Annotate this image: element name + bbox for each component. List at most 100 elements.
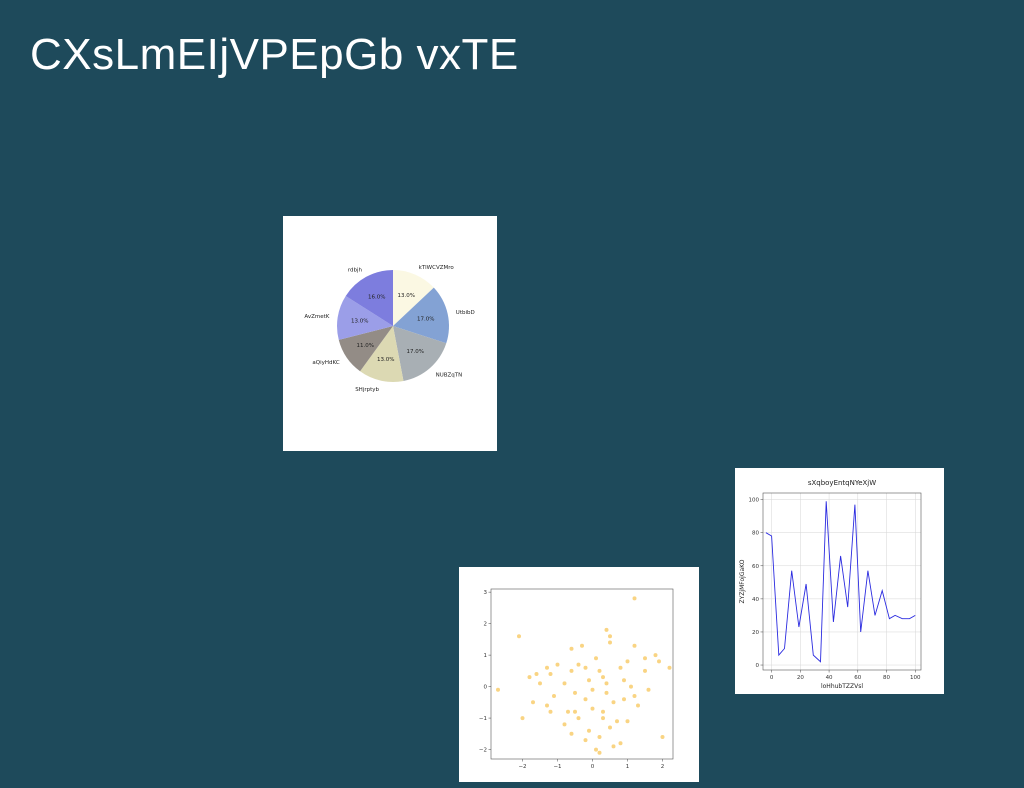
pie-percent-label: 17.0% (417, 317, 434, 323)
pie-percent-label: 13.0% (377, 357, 394, 363)
pie-slice-label: AvZmetK (304, 314, 329, 320)
pie-slice (336, 295, 393, 340)
pie-chart: kTlWCVZMro 13.0% UtbibD 17.0% NUBZqTN 17.0% SH… (304, 265, 474, 393)
scatter-point (622, 697, 626, 702)
line-y-tick-label: 20 (752, 630, 759, 636)
scatter-x-tick-label: 0 (591, 764, 595, 770)
scatter-point (548, 709, 553, 714)
scatter-point (615, 719, 619, 724)
scatter-y-tick-label: 3 (484, 590, 488, 596)
scatter-point (580, 643, 584, 648)
pie-slice-label: rdbjh (348, 268, 363, 274)
scatter-point (597, 735, 602, 739)
scatter-x-tick-label: 1 (626, 764, 630, 770)
scatter-point (597, 668, 602, 673)
pie-slice-label: aQiyHdKC (312, 360, 339, 366)
slide-title: CXsLmEIjVPEpGb vxTE (30, 30, 519, 79)
line-chart-card[interactable]: 0 20 40 60 80 100 0 20 40 60 80 100 sXqboyEntqNYeXjW… (735, 468, 944, 694)
pie-percent-label: 17.0% (406, 349, 423, 355)
scatter-point (552, 694, 556, 698)
scatter-point (569, 731, 574, 736)
scatter-point (548, 672, 553, 676)
scatter-point (604, 681, 609, 686)
scatter-chart-card[interactable]: −2 −1 0 1 2 −2 −1 0 1 2 3 (459, 567, 699, 782)
scatter-point (555, 662, 560, 667)
scatter-point (531, 700, 535, 705)
scatter-point (527, 675, 532, 680)
line-x-tick-label: 20 (797, 675, 804, 681)
scatter-point (576, 716, 581, 721)
line-x-tick-label: 60 (854, 675, 861, 681)
scatter-point (604, 690, 609, 695)
line-chart: 0 20 40 60 80 100 0 20 40 60 80 100 sXqboyEntqNYeXjW… (739, 479, 922, 690)
pie-slice (393, 287, 449, 344)
scatter-point (569, 646, 574, 651)
scatter-point (632, 596, 637, 601)
scatter-point (618, 741, 623, 746)
scatter-point (583, 738, 588, 743)
scatter-point (583, 697, 588, 702)
scatter-point (545, 665, 549, 670)
pie-chart-card[interactable]: kTlWCVZMro 13.0% UtbibD 17.0% NUBZqTN 17.0% SH… (283, 216, 497, 451)
scatter-point (520, 716, 525, 721)
scatter-point (534, 672, 539, 676)
pie-slice-label: kTlWCVZMro (419, 265, 455, 271)
scatter-y-tick-label: −2 (479, 748, 487, 754)
line-y-tick-label: 40 (752, 597, 759, 603)
line-chart-title: sXqboyEntqNYeXjW (808, 479, 876, 487)
pie-slice-label: NUBZqTN (436, 372, 463, 378)
pie-percent-label: 13.0% (351, 319, 368, 325)
scatter-point (569, 668, 574, 673)
scatter-point (622, 678, 626, 683)
scatter-point (594, 656, 598, 661)
scatter-point (594, 747, 598, 752)
line-y-axis-label: ZYZjMFojGaKO (739, 559, 746, 603)
scatter-point (573, 690, 577, 695)
scatter-point (625, 719, 630, 724)
scatter-point (583, 665, 588, 670)
scatter-point (667, 665, 672, 670)
scatter-point (632, 643, 637, 648)
line-y-tick-label: 80 (752, 531, 759, 537)
scatter-point (517, 634, 521, 639)
scatter-point (618, 665, 623, 670)
pie-slice (345, 270, 393, 326)
scatter-point (597, 750, 602, 755)
scatter-point (629, 684, 633, 689)
scatter-point (576, 662, 581, 667)
scatter-point (646, 687, 651, 692)
pie-percent-label: 11.0% (356, 343, 373, 349)
scatter-point (562, 722, 567, 727)
line-x-tick-label: 40 (826, 675, 833, 681)
pie-percent-label: 13.0% (398, 293, 415, 299)
scatter-point (590, 706, 595, 711)
scatter-point (611, 744, 616, 749)
scatter-point (643, 668, 647, 673)
scatter-point (496, 687, 500, 692)
scatter-point (608, 634, 612, 639)
scatter-y-tick-label: 0 (484, 685, 488, 691)
line-x-tick-label: 0 (770, 675, 774, 681)
pie-slice (360, 326, 404, 383)
scatter-point (632, 694, 637, 698)
scatter-chart: −2 −1 0 1 2 −2 −1 0 1 2 3 (479, 588, 674, 770)
line-y-tick-label: 0 (756, 663, 760, 669)
pie-slice-label: SHjrptyb (355, 387, 379, 393)
scatter-point (538, 681, 542, 686)
scatter-point (604, 627, 609, 632)
scatter-x-tick-label: −2 (518, 764, 526, 770)
scatter-point (636, 703, 640, 708)
scatter-point (601, 675, 605, 680)
line-x-axis-label: loHhubTZZVsl (821, 683, 863, 690)
scatter-point (601, 709, 605, 714)
scatter-y-tick-label: −1 (479, 716, 487, 722)
line-y-tick-label: 60 (752, 564, 759, 570)
scatter-plot-frame (490, 588, 674, 760)
scatter-point (545, 703, 549, 708)
scatter-y-tick-label: 2 (484, 622, 488, 628)
scatter-point (590, 687, 595, 692)
scatter-point (573, 709, 577, 714)
scatter-point (601, 716, 605, 721)
line-series (765, 501, 916, 663)
scatter-x-tick-label: 2 (661, 764, 665, 770)
